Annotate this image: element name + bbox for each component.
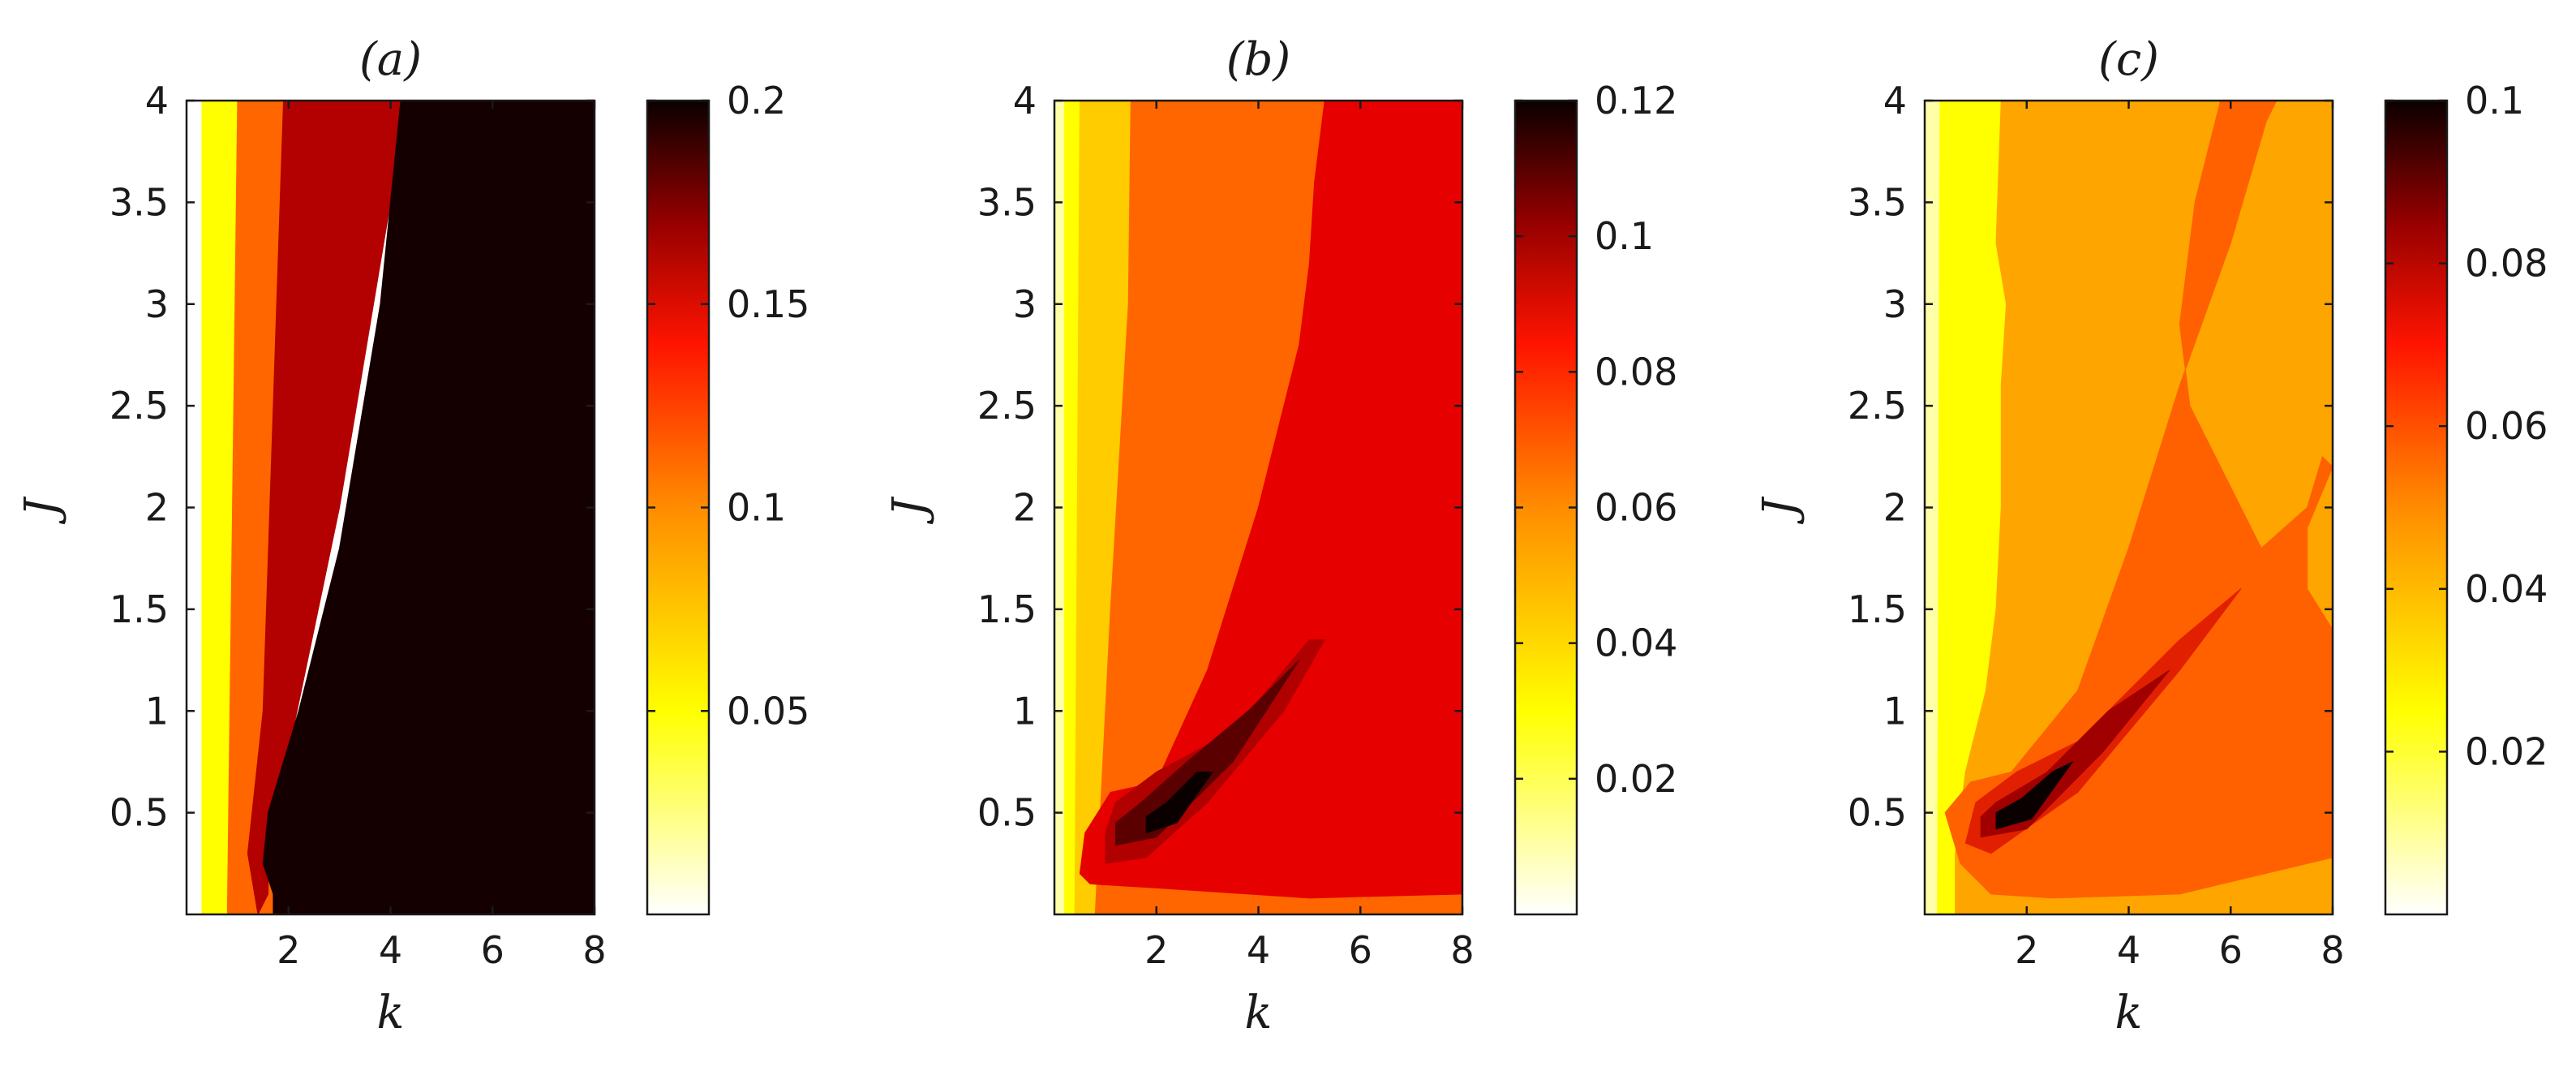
colorbar-tick-label: 0.06	[2465, 404, 2548, 448]
colorbar-tick-label: 0.02	[1595, 757, 1677, 801]
panel-a: 2 4 6 8 0.5 1 1.5 2 2.5 3 3.5 4 (a) k J 0.05 0.1 0.15 0.2	[15, 33, 809, 1039]
contour-region-3	[1944, 101, 2333, 899]
y-tick-label: 1	[1013, 689, 1037, 733]
x-tick-label: 4	[379, 928, 402, 972]
x-tick-label: 8	[582, 928, 606, 972]
colorbar-tick-label: 0.1	[727, 486, 786, 530]
y-axis-label: J	[883, 496, 936, 525]
x-tick-label: 2	[277, 928, 300, 972]
y-tick-label: 1	[145, 689, 169, 733]
y-tick-label: 2.5	[109, 384, 169, 428]
colorbar-tick-label: 0.08	[1595, 350, 1677, 394]
colorbar	[2385, 101, 2447, 914]
y-axis-label: J	[15, 496, 68, 525]
x-axis-label: k	[2115, 987, 2143, 1039]
contour-region-6	[1995, 761, 2073, 830]
x-tick-label: 4	[1247, 928, 1270, 972]
x-axis-label: k	[1245, 987, 1273, 1039]
y-tick-label: 0.5	[1848, 791, 1907, 835]
x-tick-label: 4	[2117, 928, 2140, 972]
colorbar-tick-label: 0.05	[727, 689, 809, 733]
x-tick-label: 6	[2219, 928, 2243, 972]
panel-title: (c)	[2098, 33, 2159, 86]
y-tick-label: 0.5	[109, 791, 169, 835]
y-tick-label: 1	[1883, 689, 1907, 733]
colorbar-tick-label: 0.02	[2465, 729, 2548, 773]
x-tick-label: 6	[481, 928, 504, 972]
colorbar-tick-label: 0.12	[1595, 79, 1677, 123]
x-tick-label: 8	[2321, 928, 2344, 972]
x-tick-label: 6	[1349, 928, 1372, 972]
colorbar-tick-label: 0.04	[2465, 567, 2548, 611]
colorbar-tick-label: 0.2	[727, 79, 786, 123]
colorbar-tick-label: 0.15	[727, 282, 809, 326]
panel-title: (a)	[359, 33, 422, 86]
colorbar	[1515, 101, 1577, 914]
y-tick-label: 4	[145, 79, 169, 123]
y-tick-label: 3.5	[977, 180, 1037, 224]
y-tick-label: 0.5	[977, 791, 1037, 835]
colorbar-tick-label: 0.1	[1595, 214, 1654, 258]
y-tick-label: 1.5	[1848, 587, 1907, 631]
colorbar-tick-label: 0.04	[1595, 622, 1677, 665]
colorbar-tick-label: 0.06	[1595, 486, 1677, 530]
x-tick-label: 8	[1450, 928, 1474, 972]
contour-regions	[1925, 101, 2333, 914]
y-tick-label: 2.5	[977, 384, 1037, 428]
y-tick-label: 4	[1883, 79, 1907, 123]
y-tick-label: 2	[145, 486, 169, 530]
y-tick-label: 3	[1013, 282, 1037, 326]
colorbar-tick-label: 0.08	[2465, 242, 2548, 286]
y-tick-label: 1.5	[977, 587, 1037, 631]
colorbar	[647, 101, 709, 914]
contour-regions	[1054, 101, 1462, 914]
x-axis-label: k	[377, 987, 405, 1039]
contour-region-4	[1079, 101, 1462, 899]
x-tick-label: 2	[2015, 928, 2038, 972]
contour-region-7	[1145, 772, 1213, 834]
colorbar-tick-label: 0.1	[2465, 79, 2524, 123]
colorbar-frame	[2384, 99, 2449, 916]
y-tick-label: 4	[1013, 79, 1037, 123]
y-tick-label: 2.5	[1848, 384, 1907, 428]
y-tick-label: 3.5	[109, 180, 169, 224]
y-tick-label: 3.5	[1848, 180, 1907, 224]
y-axis-label: J	[1754, 496, 1806, 525]
panel-b: 2 4 6 8 0.5 1 1.5 2 2.5 3 3.5 4 (b) k J 0.02 0.04 0.06 0.0…	[883, 33, 1677, 1039]
y-tick-label: 3	[1883, 282, 1907, 326]
contour-region-4	[262, 101, 595, 914]
panel-title: (b)	[1226, 33, 1291, 86]
contour-region-1	[201, 101, 238, 914]
y-tick-label: 3	[145, 282, 169, 326]
y-tick-label: 1.5	[109, 587, 169, 631]
y-tick-label: 2	[1883, 486, 1907, 530]
y-tick-label: 2	[1013, 486, 1037, 530]
contour-regions	[187, 101, 595, 914]
panel-c: 2 4 6 8 0.5 1 1.5 2 2.5 3 3.5 4 (c) k J 0.02 0.04 0.06 0.0…	[1754, 33, 2548, 1039]
x-tick-label: 2	[1144, 928, 1168, 972]
